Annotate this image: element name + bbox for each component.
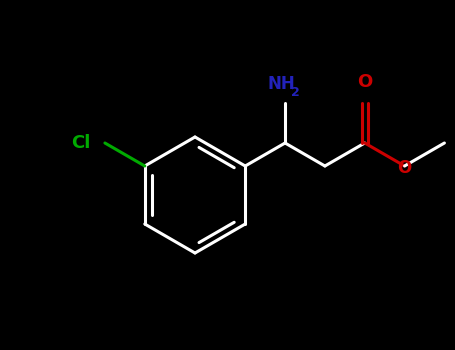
Text: 2: 2 xyxy=(291,86,299,99)
Text: NH: NH xyxy=(267,75,295,93)
Text: O: O xyxy=(357,73,372,91)
Text: Cl: Cl xyxy=(71,134,91,152)
Text: O: O xyxy=(398,159,412,177)
